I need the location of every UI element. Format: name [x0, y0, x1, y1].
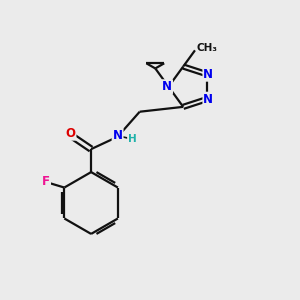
- Text: N: N: [203, 93, 213, 106]
- Text: N: N: [203, 68, 213, 81]
- Text: H: H: [128, 134, 137, 144]
- Text: CH₃: CH₃: [196, 43, 218, 53]
- Text: N: N: [162, 80, 172, 93]
- Text: N: N: [112, 129, 123, 142]
- Text: O: O: [65, 127, 76, 140]
- Text: F: F: [42, 175, 50, 188]
